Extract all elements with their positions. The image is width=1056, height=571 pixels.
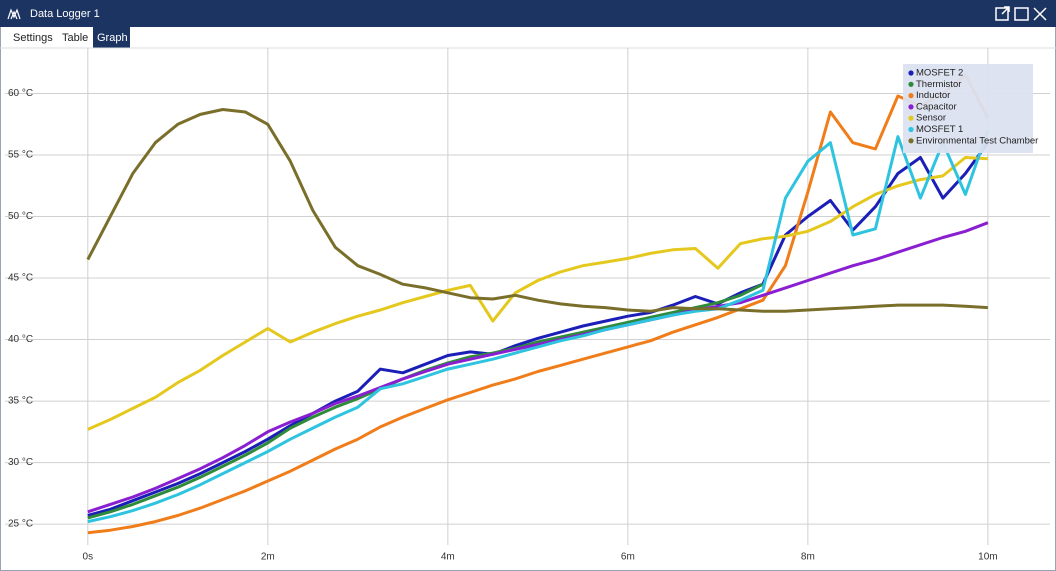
series-line: [87, 129, 990, 524]
y-tick-label: 40 °C: [8, 334, 33, 345]
y-tick-label: 35 °C: [8, 396, 33, 407]
x-tick-label: 4m: [441, 552, 455, 563]
tab[interactable]: Settings: [13, 32, 53, 44]
legend-label: Sensor: [916, 113, 946, 124]
series-line: [87, 221, 989, 514]
plot-area: 0s 2m 4m 6m 8m 10m 25 °C 30 °C 35 °C 40 °C 45 °C 50…: [5, 48, 1050, 563]
series-line: [87, 73, 990, 535]
y-tick-label: 25 °C: [8, 519, 33, 530]
tab[interactable]: Table: [62, 32, 88, 44]
active-tab-bg: [93, 27, 130, 48]
legend-box: [903, 64, 1033, 154]
x-tick-label: 8m: [801, 552, 815, 563]
y-tick-label: 45 °C: [8, 273, 33, 284]
y-tick-label: 30 °C: [8, 457, 33, 468]
x-tick-label: 2m: [261, 552, 275, 563]
window-icon: [7, 8, 21, 20]
legend-label: MOSFET 1: [916, 124, 963, 135]
legend-label: Environmental Test Chamber: [916, 135, 1038, 146]
legend-label: Capacitor: [916, 101, 957, 112]
series-line: [87, 156, 988, 431]
legend-label: MOSFET 2: [916, 68, 963, 79]
y-tick-label: 60 °C: [8, 88, 33, 99]
legend-swatch: [908, 138, 914, 144]
window-title: Data Logger 1: [30, 8, 100, 20]
legend-swatch: [908, 70, 914, 76]
series-line: [87, 141, 990, 517]
x-tick-label: 6m: [621, 552, 635, 563]
tab-active[interactable]: Graph: [97, 32, 128, 44]
legend-swatch: [908, 81, 914, 87]
close-button[interactable]: [1033, 7, 1047, 21]
popout-button[interactable]: [995, 6, 1010, 21]
y-tick-label: 55 °C: [8, 150, 33, 161]
maximize-button[interactable]: [1014, 7, 1029, 21]
series-line: [86, 108, 988, 313]
title-bar: [0, 0, 1056, 27]
legend-swatch: [908, 115, 914, 121]
y-tick-label: 50 °C: [8, 211, 33, 222]
x-tick-label: 10m: [978, 552, 997, 563]
legend: MOSFET 2ThermistorInductorCapacitorSenso…: [903, 64, 1038, 154]
legend-swatch: [908, 104, 914, 110]
x-tick-label: 0s: [83, 552, 94, 563]
legend-label: Thermistor: [916, 79, 961, 90]
legend-swatch: [908, 126, 914, 133]
legend-label: Inductor: [916, 90, 950, 101]
legend-swatch: [908, 93, 914, 99]
